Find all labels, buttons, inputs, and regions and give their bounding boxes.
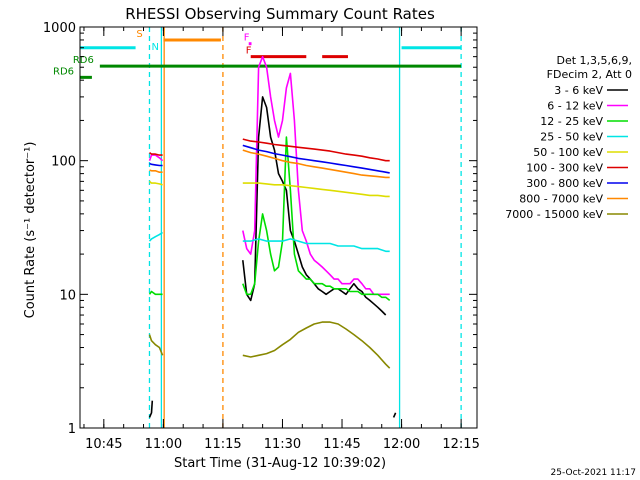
series-line-3-0 bbox=[148, 231, 164, 242]
y-tick-label: 10 bbox=[59, 288, 76, 303]
legend-label: 800 - 7000 keV bbox=[519, 193, 603, 206]
series-line-8-1 bbox=[242, 321, 391, 369]
state-bar-label-3: RD6 bbox=[53, 66, 74, 77]
series-line-4-1 bbox=[242, 182, 390, 198]
series-line-7-1 bbox=[242, 149, 390, 179]
series-line-6-0 bbox=[149, 162, 163, 167]
legend-label: 50 - 100 keV bbox=[533, 146, 603, 159]
y-axis-label: Count Rate (s⁻¹ detector⁻¹) bbox=[23, 142, 38, 319]
legend-header: FDecim 2, Att 0 bbox=[547, 68, 632, 81]
legend-label: 300 - 800 keV bbox=[526, 177, 603, 190]
chart-title: RHESSI Observing Summary Count Rates bbox=[125, 5, 435, 23]
legend-label: 25 - 50 keV bbox=[540, 131, 603, 144]
axes-frame bbox=[79, 26, 478, 429]
series-line-2-1 bbox=[242, 136, 391, 302]
series-line-0-2 bbox=[392, 412, 397, 418]
legend-header: Det 1,3,5,6,9, bbox=[556, 54, 632, 67]
series-line-0-0 bbox=[148, 400, 154, 418]
footer-timestamp: 25-Oct-2021 11:17 bbox=[551, 468, 636, 478]
x-tick-label: 12:15 bbox=[442, 437, 479, 452]
series-line-4-0 bbox=[148, 180, 163, 186]
x-tick-label: 10:45 bbox=[85, 437, 122, 452]
y-tick-label: 1 bbox=[68, 422, 76, 437]
x-axis-label: Start Time (31-Aug-12 10:39:02) bbox=[174, 456, 386, 471]
legend-label: 6 - 12 keV bbox=[547, 100, 603, 113]
series-line-3-1 bbox=[242, 238, 390, 253]
axes: 1 10 100 1000 10:45 11:00 11:15 11:30 11:45 12:00… bbox=[43, 21, 480, 452]
y-tick-label: 1000 bbox=[43, 21, 76, 36]
x-tick-label: 11:00 bbox=[145, 437, 182, 452]
legend-label: 12 - 25 keV bbox=[540, 115, 603, 128]
x-tick-label: 11:15 bbox=[204, 437, 241, 452]
series-line-8-0 bbox=[148, 334, 164, 356]
marker-label-0: N bbox=[151, 42, 158, 53]
series-line-0-1 bbox=[242, 96, 387, 316]
state-bar-label-2: F bbox=[246, 46, 252, 57]
series-line-1-1 bbox=[242, 55, 390, 296]
series-line-5-1 bbox=[242, 138, 390, 162]
series-line-6-1 bbox=[242, 144, 390, 174]
state-bar-label-5: F bbox=[244, 33, 250, 44]
legend-label: 3 - 6 keV bbox=[554, 84, 603, 97]
legend-label: 7000 - 15000 keV bbox=[505, 208, 603, 221]
series-line-5-0 bbox=[149, 151, 163, 156]
state-bar-label-4: RD6 bbox=[73, 55, 94, 66]
x-tick-label: 12:00 bbox=[383, 437, 420, 452]
y-tick-label: 100 bbox=[51, 155, 76, 170]
series-line-1-0 bbox=[148, 154, 164, 162]
state-bar-label-1: S bbox=[136, 29, 142, 40]
x-tick-label: 11:30 bbox=[264, 437, 301, 452]
series-line-2-0 bbox=[148, 290, 163, 296]
legend: Det 1,3,5,6,9,FDecim 2, Att 0 3 - 6 keV 6 … bbox=[505, 54, 632, 221]
legend-label: 100 - 300 keV bbox=[526, 162, 603, 175]
series-line-7-0 bbox=[149, 169, 163, 173]
x-tick-label: 11:45 bbox=[323, 437, 360, 452]
